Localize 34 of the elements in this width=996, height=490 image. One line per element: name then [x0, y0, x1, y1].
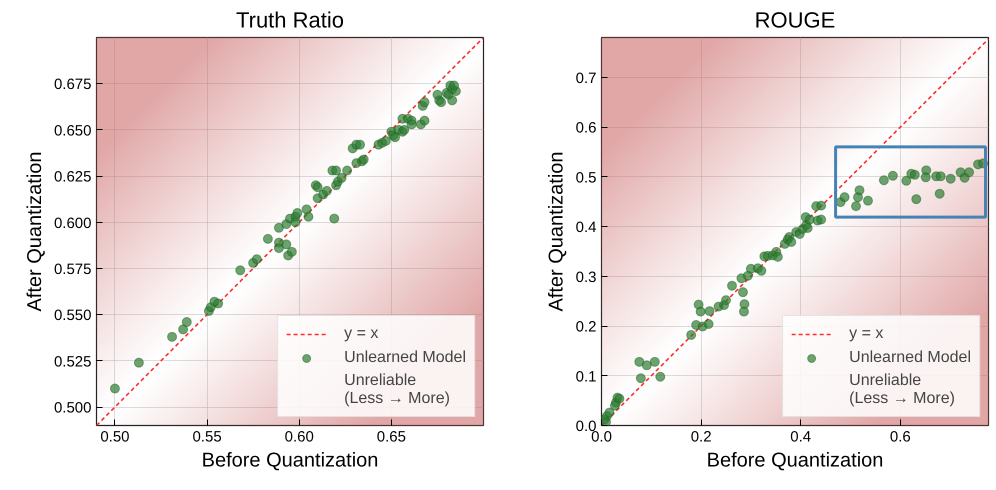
legend-label: y = x — [344, 325, 378, 343]
y-tick-label: 0.600 — [54, 214, 92, 232]
y-tick-label: 0.2 — [576, 318, 597, 336]
y-tick-label: 0.500 — [54, 400, 92, 417]
y-tick-label: 0.6 — [576, 120, 597, 137]
x-tick-label: 0.50 — [100, 428, 130, 446]
legend-label: y = x — [849, 325, 884, 343]
x-tick-label: 0.6 — [890, 428, 911, 446]
y-tick-label: 0.550 — [54, 307, 92, 324]
y-tick-label: 0.7 — [576, 70, 597, 87]
x-axis-title: Before Quantization — [706, 450, 884, 472]
x-tick-label: 0.65 — [376, 428, 406, 446]
y-axis-title: After Quantization — [24, 151, 46, 312]
x-tick-label: 0.60 — [284, 428, 314, 446]
y-tick-label: 0.625 — [54, 168, 92, 186]
y-tick-label: 0.1 — [576, 368, 597, 386]
y-tick-label: 0.4 — [576, 219, 597, 236]
y-tick-label: 0.575 — [54, 260, 92, 278]
chart-title: ROUGE — [754, 8, 836, 32]
y-tick-label: 0.525 — [54, 353, 92, 370]
annotation: Unreliable (Less → More) — [849, 372, 955, 408]
annotation: Unreliable (Less → More) — [344, 372, 450, 408]
x-axis-title: Before Quantization — [202, 450, 378, 472]
chart-title: Truth Ratio — [236, 8, 344, 32]
x-tick-label: 0.55 — [192, 428, 222, 446]
y-tick-label: 0.675 — [54, 76, 92, 94]
y-axis-title: After Quantization — [546, 151, 568, 312]
x-tick-label: 0.4 — [790, 428, 812, 446]
x-tick-label: 0.2 — [690, 428, 712, 446]
legend-label: Unlearned Model — [849, 349, 971, 367]
y-tick-label: 0.3 — [576, 268, 597, 286]
y-tick-label: 0.5 — [576, 169, 597, 186]
legend-label: Unlearned Model — [344, 349, 466, 367]
y-tick-label: 0.650 — [54, 122, 92, 140]
